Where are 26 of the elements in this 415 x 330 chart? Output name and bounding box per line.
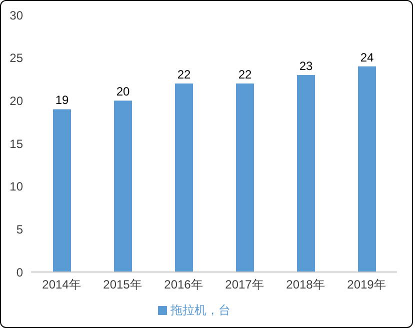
x-tick-label: 2016年 xyxy=(164,278,203,292)
data-label: 24 xyxy=(360,50,374,64)
y-tick-label: 0 xyxy=(16,265,24,280)
bar xyxy=(297,74,315,272)
data-label: 22 xyxy=(177,68,191,82)
y-tick-label: 5 xyxy=(16,222,24,236)
x-tick-label: 2015年 xyxy=(103,278,142,292)
legend-label: 拖拉机，台 xyxy=(170,303,230,317)
y-tick-label: 25 xyxy=(10,51,24,66)
bar xyxy=(358,66,376,272)
y-tick-label: 15 xyxy=(10,136,24,151)
bar xyxy=(236,84,254,272)
x-tick-label: 2014年 xyxy=(42,278,81,292)
data-label: 23 xyxy=(299,58,313,73)
y-tick-label: 20 xyxy=(10,94,24,108)
bar xyxy=(53,109,71,272)
data-label: 19 xyxy=(55,93,69,108)
data-label: 20 xyxy=(116,84,130,99)
bar xyxy=(175,84,193,272)
bar xyxy=(114,100,132,272)
x-tick-label: 2018年 xyxy=(286,278,325,292)
y-tick-label: 10 xyxy=(10,180,24,194)
y-tick-label: 30 xyxy=(10,8,24,22)
x-tick-label: 2017年 xyxy=(225,278,264,292)
data-label: 22 xyxy=(238,68,252,82)
x-tick-label: 2019年 xyxy=(347,278,386,292)
